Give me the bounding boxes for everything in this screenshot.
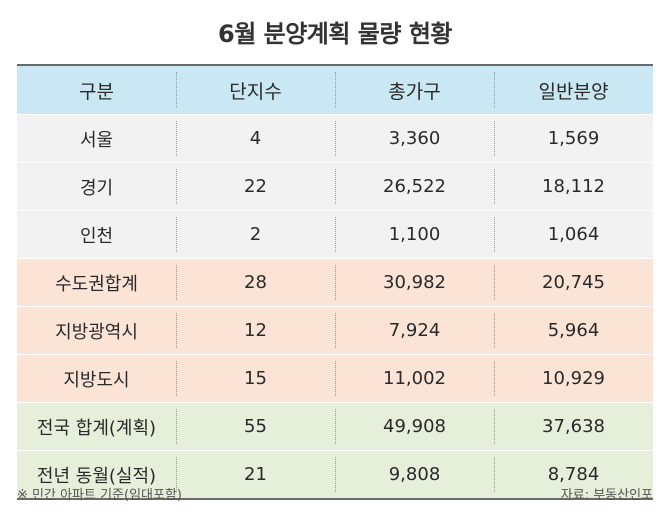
total-households: 26,522 xyxy=(335,163,494,210)
table-row: 전년 동월(실적) 21 9,808 8,784 xyxy=(17,451,653,498)
header-complex-count: 단지수 xyxy=(176,66,335,114)
general-sale: 5,964 xyxy=(494,307,653,354)
complex-count: 2 xyxy=(176,211,335,258)
total-households: 9,808 xyxy=(335,451,494,498)
row-label: 서울 xyxy=(79,129,114,151)
complex-count: 28 xyxy=(176,259,335,306)
header-category: 구분 xyxy=(79,80,114,103)
table-row: 인천 2 1,100 1,064 xyxy=(17,211,653,259)
header-general-sale: 일반분양 xyxy=(494,66,653,114)
housing-supply-table: 구분 단지수 총가구 일반분양 서울 4 3,360 1,569 경기 22 2… xyxy=(17,64,653,500)
general-sale: 20,745 xyxy=(494,259,653,306)
row-label: 지방도시 xyxy=(63,369,130,391)
total-households: 3,360 xyxy=(335,115,494,162)
complex-count: 55 xyxy=(176,403,335,450)
table-row: 지방광역시 12 7,924 5,964 xyxy=(17,307,653,355)
row-label: 지방광역시 xyxy=(55,321,138,343)
table-row: 서울 4 3,360 1,569 xyxy=(17,115,653,163)
row-label: 인천 xyxy=(79,225,114,247)
general-sale: 37,638 xyxy=(494,403,653,450)
complex-count: 15 xyxy=(176,355,335,402)
complex-count: 12 xyxy=(176,307,335,354)
complex-count: 22 xyxy=(176,163,335,210)
table-header-row: 구분 단지수 총가구 일반분양 xyxy=(17,66,653,115)
general-sale: 18,112 xyxy=(494,163,653,210)
general-sale: 1,569 xyxy=(494,115,653,162)
row-label: 수도권합계 xyxy=(55,273,138,295)
total-households: 49,908 xyxy=(335,403,494,450)
total-households: 11,002 xyxy=(335,355,494,402)
complex-count: 4 xyxy=(176,115,335,162)
source-credit: 자료: 부동산인포 xyxy=(560,488,653,503)
general-sale: 10,929 xyxy=(494,355,653,402)
total-households: 1,100 xyxy=(335,211,494,258)
total-households: 30,982 xyxy=(335,259,494,306)
table-row: 경기 22 26,522 18,112 xyxy=(17,163,653,211)
complex-count: 21 xyxy=(176,451,335,498)
table-row: 전국 합계(계획) 55 49,908 37,638 xyxy=(17,403,653,451)
header-total-households: 총가구 xyxy=(335,66,494,114)
general-sale: 8,784 xyxy=(494,451,653,498)
row-label: 전국 합계(계획) xyxy=(36,417,157,439)
table-row: 지방도시 15 11,002 10,929 xyxy=(17,355,653,403)
total-households: 7,924 xyxy=(335,307,494,354)
general-sale: 1,064 xyxy=(494,211,653,258)
footnote: ※ 민간 아파트 기준(임대포함) xyxy=(17,488,182,503)
row-label: 전년 동월(실적) xyxy=(36,465,157,487)
page-title: 6월 분양계획 물량 현황 xyxy=(218,20,453,48)
table-row: 수도권합계 28 30,982 20,745 xyxy=(17,259,653,307)
table-footer: ※ 민간 아파트 기준(임대포함) 자료: 부동산인포 xyxy=(17,484,653,503)
row-label: 경기 xyxy=(79,177,114,199)
